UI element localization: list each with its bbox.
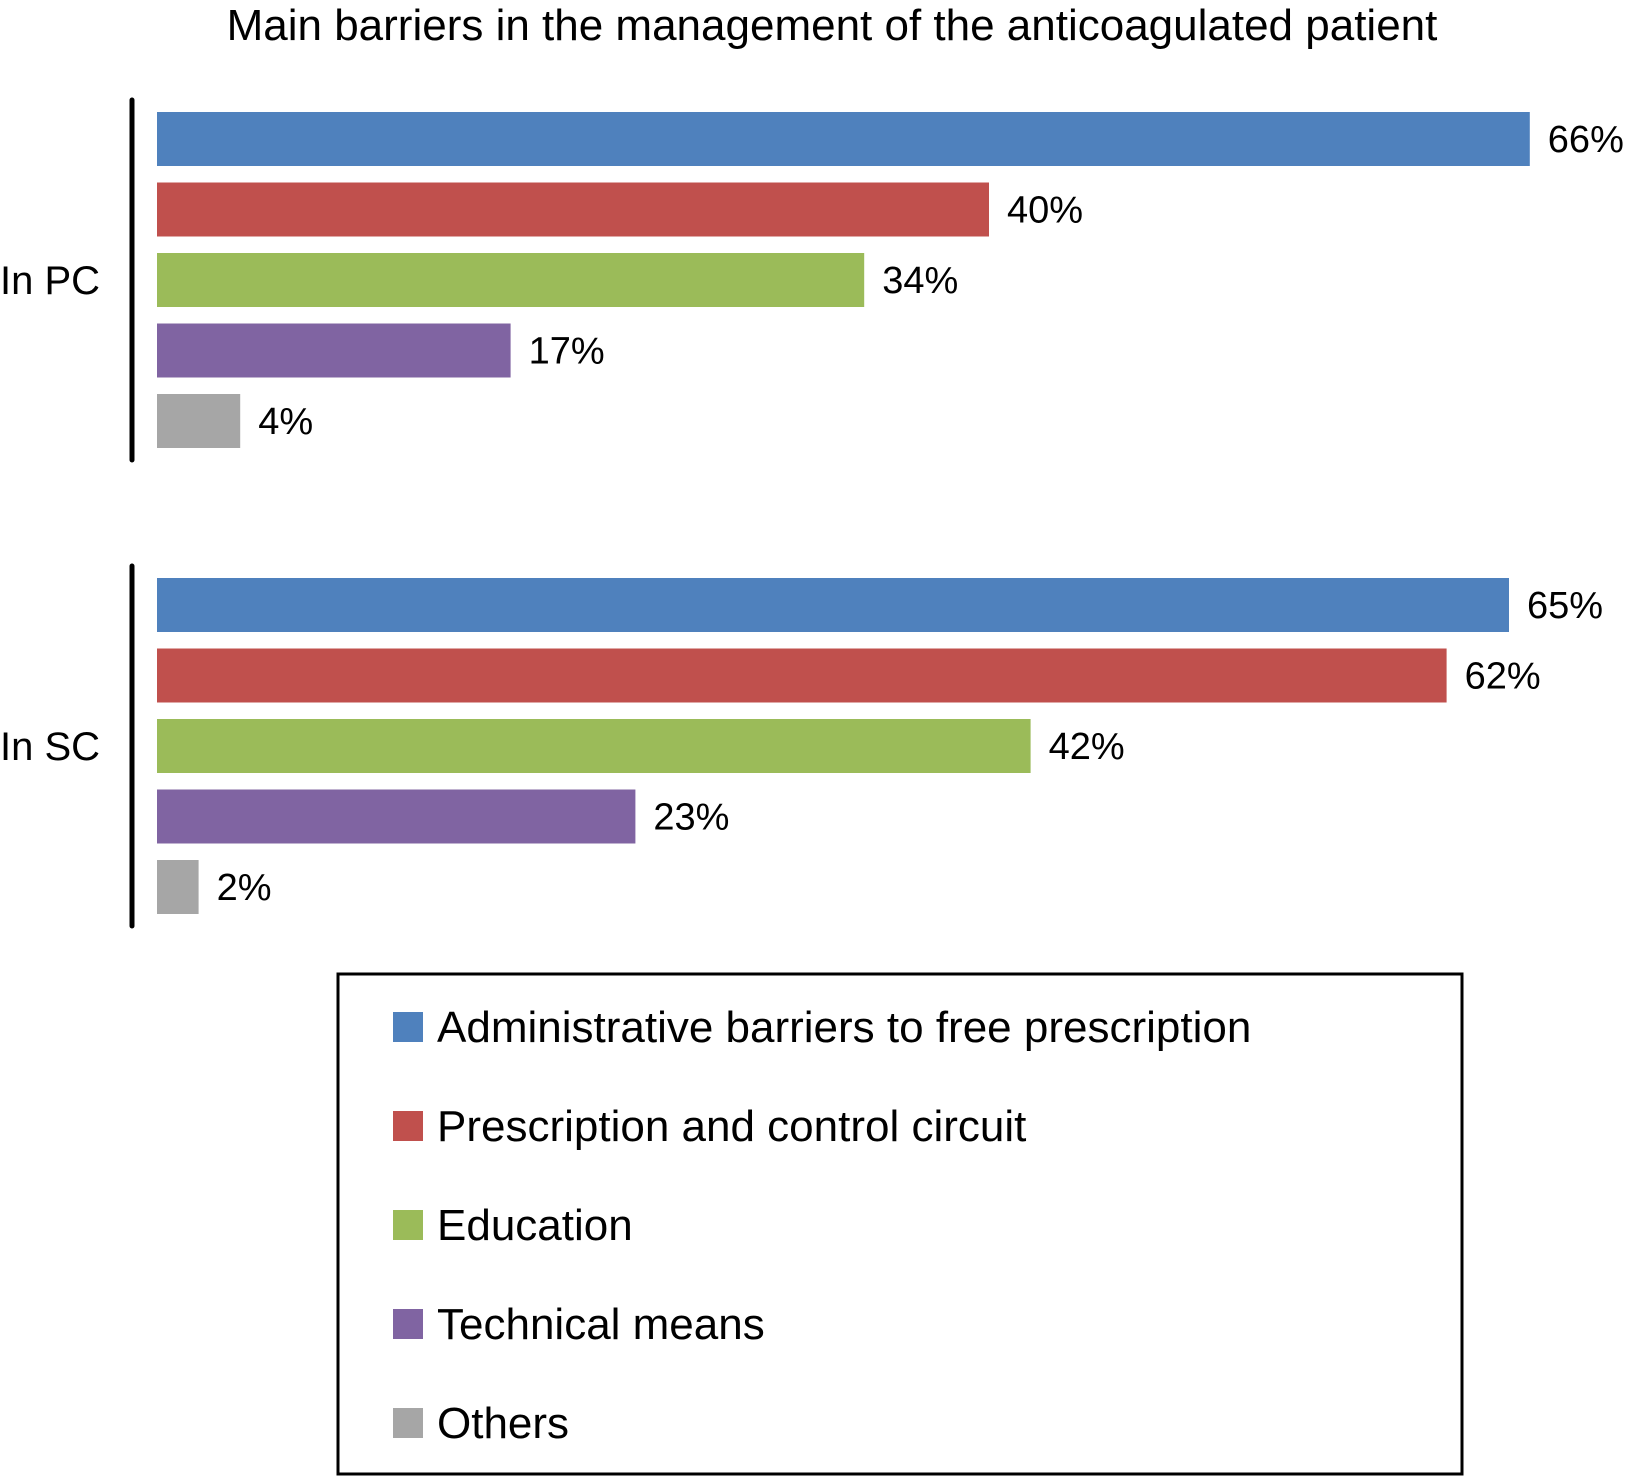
legend-label: Education xyxy=(437,1201,633,1250)
bar xyxy=(157,182,989,237)
bar-value-label: 62% xyxy=(1465,656,1541,698)
bar xyxy=(157,648,1447,703)
bar-value-label: 34% xyxy=(882,260,958,302)
legend-label: Technical means xyxy=(437,1300,765,1349)
chart-title: Main barriers in the management of the a… xyxy=(227,1,1438,50)
legend-swatch xyxy=(393,1309,423,1339)
legend-label: Prescription and control circuit xyxy=(437,1102,1026,1151)
bar xyxy=(157,860,199,914)
group-label: In PC xyxy=(0,259,100,303)
legend-swatch xyxy=(393,1210,423,1240)
bar-value-label: 40% xyxy=(1007,190,1083,232)
bar-value-label: 4% xyxy=(258,401,313,443)
bar xyxy=(157,789,636,844)
bar xyxy=(157,578,1509,632)
bar-value-label: 42% xyxy=(1049,726,1125,768)
bar-value-label: 65% xyxy=(1527,585,1603,627)
bar-value-label: 17% xyxy=(529,331,605,373)
legend-box xyxy=(336,972,1464,1476)
bar xyxy=(157,112,1530,166)
bar xyxy=(157,253,865,307)
bar-value-label: 66% xyxy=(1548,119,1624,161)
legend-swatch xyxy=(393,1012,423,1042)
legend: Administrative barriers to free prescrip… xyxy=(336,972,1464,1476)
bar xyxy=(157,323,511,378)
bar xyxy=(157,719,1031,773)
plot-area: In PC 66% 40% 34% 17% 4% In SC 65% 62% 42% 23% 2% xyxy=(0,97,1624,929)
bar-value-label: 2% xyxy=(217,867,272,909)
legend-swatch xyxy=(393,1408,423,1438)
legend-label: Others xyxy=(437,1399,569,1448)
bar-value-label: 23% xyxy=(653,797,729,839)
legend-swatch xyxy=(393,1111,423,1141)
bar xyxy=(157,394,241,448)
group-label: In SC xyxy=(0,725,100,769)
legend-label: Administrative barriers to free prescrip… xyxy=(437,1003,1251,1052)
